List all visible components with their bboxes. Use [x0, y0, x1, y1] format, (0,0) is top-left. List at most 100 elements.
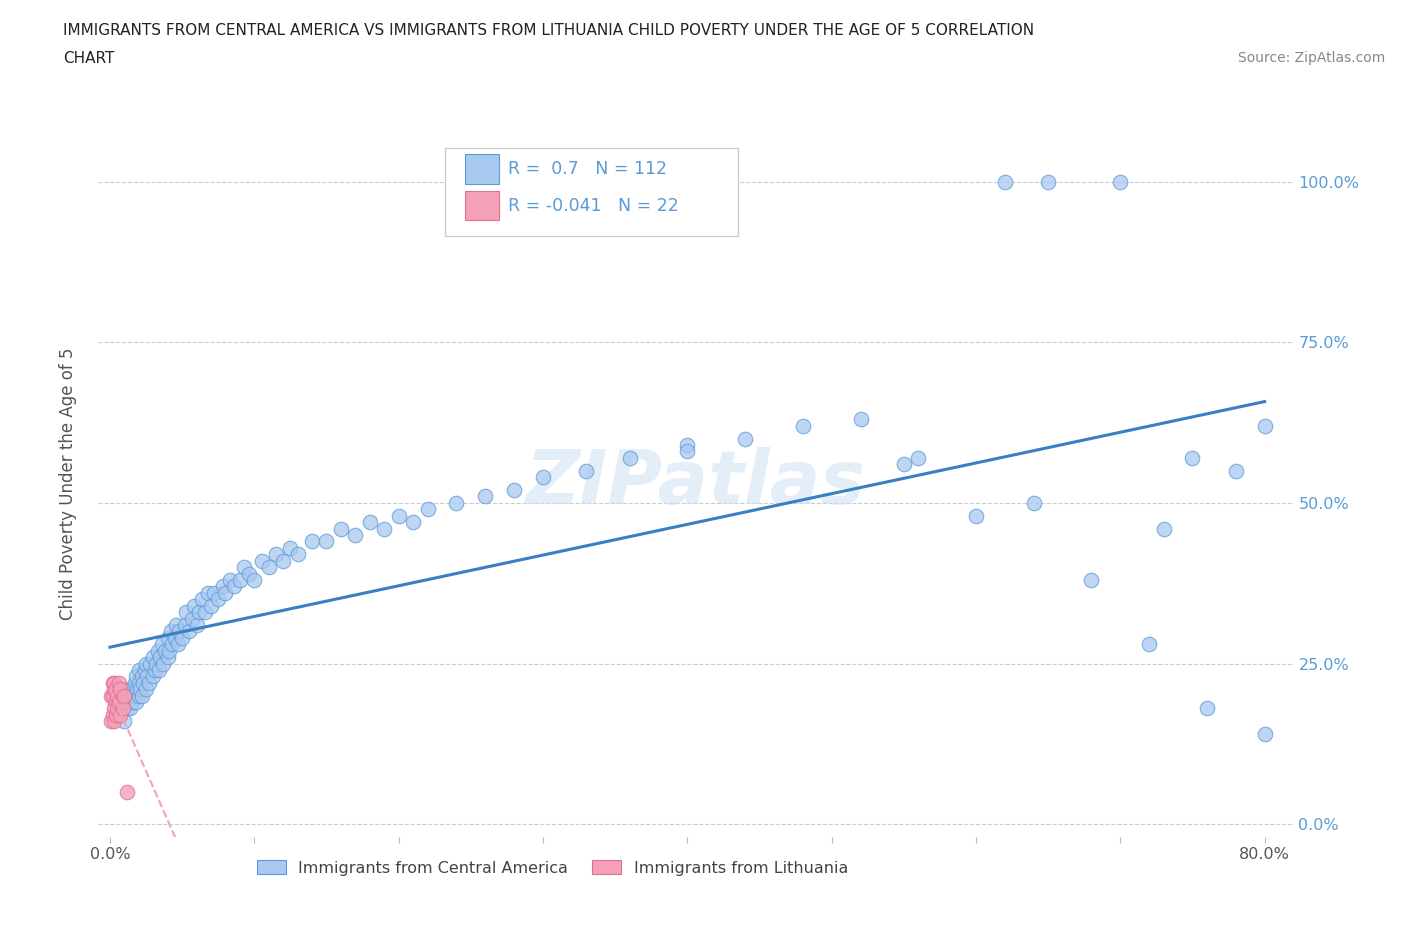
Point [179, 624, 201, 639]
Point [907, 450, 929, 465]
Point [112, 695, 135, 710]
Point [121, 695, 143, 710]
Point [145, 656, 167, 671]
Point [416, 502, 439, 517]
Point [117, 785, 139, 800]
Point [1109, 174, 1132, 189]
Point [238, 566, 260, 581]
Point [125, 695, 148, 710]
Point [218, 573, 240, 588]
Point [108, 708, 131, 723]
Point [104, 682, 127, 697]
Point [211, 579, 233, 594]
Point [575, 463, 598, 478]
Point [503, 483, 526, 498]
Point [104, 708, 127, 723]
Point [1137, 637, 1160, 652]
Point [183, 598, 205, 613]
Point [893, 457, 915, 472]
Point [329, 521, 352, 536]
Text: Source: ZipAtlas.com: Source: ZipAtlas.com [1237, 51, 1385, 65]
Point [181, 611, 204, 626]
Point [146, 644, 169, 658]
Point [191, 591, 214, 606]
Text: IMMIGRANTS FROM CENTRAL AMERICA VS IMMIGRANTS FROM LITHUANIA CHILD POVERTY UNDER: IMMIGRANTS FROM CENTRAL AMERICA VS IMMIG… [63, 23, 1035, 38]
Point [121, 682, 143, 697]
Point [188, 604, 211, 619]
Point [117, 701, 139, 716]
Point [103, 675, 125, 690]
Point [142, 669, 165, 684]
Point [994, 174, 1017, 189]
Point [104, 695, 127, 710]
Point [172, 631, 194, 645]
Legend: Immigrants from Central America, Immigrants from Lithuania: Immigrants from Central America, Immigra… [250, 854, 855, 882]
Point [315, 534, 337, 549]
FancyBboxPatch shape [465, 191, 499, 220]
Point [112, 714, 135, 729]
Point [156, 631, 179, 645]
Point [271, 553, 294, 568]
Point [148, 662, 170, 677]
FancyBboxPatch shape [446, 148, 738, 236]
Point [257, 560, 280, 575]
Point [287, 547, 309, 562]
Point [159, 624, 181, 639]
Point [734, 432, 756, 446]
Point [792, 418, 814, 433]
Point [1153, 521, 1175, 536]
Point [166, 637, 188, 652]
Point [250, 553, 273, 568]
Point [152, 656, 174, 671]
Point [135, 682, 157, 697]
Point [127, 682, 149, 697]
Point [229, 573, 252, 588]
Point [134, 662, 156, 677]
Text: ZIPatlas: ZIPatlas [526, 447, 866, 520]
Point [163, 631, 186, 645]
Point [124, 675, 146, 690]
Point [122, 688, 145, 703]
Point [153, 644, 176, 658]
Point [531, 470, 554, 485]
Point [112, 688, 135, 703]
Point [1225, 463, 1247, 478]
Point [101, 675, 124, 690]
Point [108, 695, 131, 710]
Point [103, 714, 125, 729]
Point [194, 604, 217, 619]
Point [100, 688, 122, 703]
Point [111, 701, 134, 716]
Point [619, 450, 641, 465]
Point [105, 688, 128, 703]
FancyBboxPatch shape [465, 154, 499, 184]
Point [101, 708, 124, 723]
Point [373, 521, 395, 536]
Point [143, 662, 166, 677]
Point [128, 688, 150, 703]
Point [1036, 174, 1059, 189]
Point [214, 585, 236, 600]
Point [359, 514, 381, 529]
Point [118, 688, 141, 703]
Text: CHART: CHART [63, 51, 115, 66]
Point [344, 527, 367, 542]
Point [139, 656, 162, 671]
Point [128, 662, 150, 677]
Point [125, 669, 148, 684]
Point [676, 438, 699, 453]
Point [965, 509, 987, 524]
Point [112, 682, 135, 697]
Point [131, 688, 153, 703]
Point [280, 540, 302, 555]
Point [160, 637, 183, 652]
Point [111, 688, 134, 703]
Point [446, 496, 468, 511]
Point [474, 489, 496, 504]
Point [207, 591, 229, 606]
Point [186, 618, 208, 632]
Point [202, 585, 225, 600]
Point [110, 695, 132, 710]
Point [264, 547, 287, 562]
Point [243, 573, 266, 588]
